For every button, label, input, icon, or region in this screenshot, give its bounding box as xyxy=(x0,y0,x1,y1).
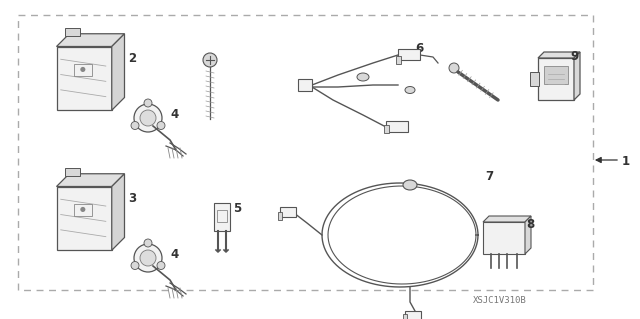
Ellipse shape xyxy=(405,86,415,93)
Bar xyxy=(214,203,230,231)
Text: 2: 2 xyxy=(128,52,136,65)
Bar xyxy=(386,121,408,132)
Circle shape xyxy=(80,67,85,72)
Circle shape xyxy=(144,239,152,247)
Circle shape xyxy=(140,250,156,266)
Text: 4: 4 xyxy=(170,248,179,261)
Text: 1: 1 xyxy=(622,155,630,168)
Bar xyxy=(396,56,401,64)
Text: 7: 7 xyxy=(485,170,493,183)
Text: 6: 6 xyxy=(415,42,423,55)
Text: 4: 4 xyxy=(170,108,179,121)
Bar xyxy=(278,212,282,220)
Circle shape xyxy=(144,99,152,107)
Polygon shape xyxy=(112,34,125,110)
Circle shape xyxy=(449,63,459,73)
Bar xyxy=(384,125,389,133)
Bar xyxy=(530,72,539,86)
Bar xyxy=(544,66,568,84)
Circle shape xyxy=(134,104,162,132)
Polygon shape xyxy=(112,174,125,250)
Text: XSJC1V310B: XSJC1V310B xyxy=(473,296,527,305)
Bar xyxy=(398,49,420,60)
Polygon shape xyxy=(56,47,112,110)
Polygon shape xyxy=(56,34,125,47)
Polygon shape xyxy=(538,52,580,58)
Ellipse shape xyxy=(403,180,417,190)
Ellipse shape xyxy=(357,73,369,81)
Text: 5: 5 xyxy=(233,202,241,215)
Polygon shape xyxy=(525,216,531,254)
Bar xyxy=(298,79,312,91)
Bar xyxy=(74,204,92,216)
Polygon shape xyxy=(574,52,580,100)
Bar xyxy=(217,210,227,222)
Text: 3: 3 xyxy=(128,192,136,205)
Polygon shape xyxy=(483,216,531,222)
Text: 9: 9 xyxy=(570,50,579,63)
Bar xyxy=(403,314,407,319)
Bar xyxy=(65,28,80,36)
Polygon shape xyxy=(56,187,112,250)
Circle shape xyxy=(140,110,156,126)
Text: 8: 8 xyxy=(526,218,534,231)
Polygon shape xyxy=(56,174,125,187)
Circle shape xyxy=(157,122,165,130)
Circle shape xyxy=(131,122,139,130)
Bar xyxy=(483,222,525,254)
Bar xyxy=(74,63,92,76)
Circle shape xyxy=(203,53,217,67)
Circle shape xyxy=(80,207,85,212)
Bar xyxy=(538,58,574,100)
Bar xyxy=(65,168,80,176)
Bar xyxy=(405,311,421,319)
Circle shape xyxy=(157,262,165,270)
Bar xyxy=(18,15,593,290)
Bar xyxy=(280,207,296,217)
Circle shape xyxy=(134,244,162,272)
Circle shape xyxy=(131,262,139,270)
